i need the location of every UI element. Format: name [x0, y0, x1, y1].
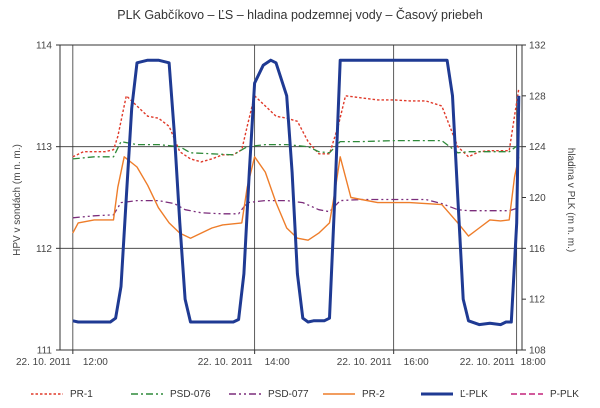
y-left-tick-label: 112	[36, 244, 52, 255]
legend-item: PSD-076	[130, 386, 211, 402]
series-line-pr-1	[72, 88, 520, 163]
line-chart: 111 112 113 114 108 112 116 120 124 128 132 22. 10.…	[12, 41, 576, 369]
y-axis-right-title: hladina v PLK (m n. m.)	[565, 148, 576, 252]
legend-label: PR-1	[70, 388, 93, 400]
series-line-pr-2	[72, 156, 520, 241]
series-layer	[72, 58, 521, 327]
legend-swatch	[229, 393, 261, 395]
y-right-tick-label: 108	[529, 346, 546, 357]
y-left-tick-label: 113	[36, 142, 52, 153]
y-right-tick-label: 132	[529, 41, 546, 52]
y-left-tick-label: 114	[36, 41, 52, 52]
y-right-tick-label: 120	[529, 193, 546, 204]
legend: PR-1 PSD-076 PSD-077 PR-2 Ľ-PLK P-PLK	[0, 386, 600, 406]
y-left-tick-label: 111	[37, 346, 53, 357]
y-right-tick-label: 112	[529, 295, 545, 306]
x-tick-time-label: 18:00	[521, 357, 546, 368]
x-tick-time-label: 16:00	[404, 357, 429, 368]
legend-swatch	[421, 392, 453, 396]
y-axis-left-title: HPV v sondách (m n. m.)	[12, 144, 23, 256]
x-tick-date-label: 22. 10. 2011	[198, 357, 253, 368]
x-tick-time-label: 12:00	[83, 357, 108, 368]
y-right-tick-label: 116	[529, 244, 545, 255]
series-line-psd-077	[72, 198, 519, 219]
legend-label: PSD-076	[170, 388, 211, 400]
series-line-psd-076	[72, 139, 520, 160]
legend-item: Ľ-PLK	[420, 386, 488, 402]
legend-swatch	[31, 393, 63, 395]
axis-layer: 111 112 113 114 108 112 116 120 124 128 132 22. 10.…	[16, 41, 546, 369]
legend-label: PSD-077	[268, 388, 309, 400]
x-tick-date-label: 22. 10. 2011	[460, 357, 515, 368]
series-line--plk	[72, 58, 521, 327]
legend-swatch	[131, 393, 163, 395]
legend-item: PSD-077	[228, 386, 309, 402]
legend-label: P-PLK	[550, 388, 579, 400]
legend-swatch	[511, 393, 543, 395]
chart-title: PLK Gabčíkovo – ĽS – hladina podzemnej v…	[117, 8, 483, 22]
y-right-tick-label: 128	[529, 91, 546, 102]
legend-item: P-PLK	[510, 386, 579, 402]
legend-label: Ľ-PLK	[460, 388, 488, 400]
x-tick-date-label: 22. 10. 2011	[16, 357, 71, 368]
x-tick-date-label: 22. 10. 2011	[337, 357, 392, 368]
legend-item: PR-2	[322, 386, 385, 402]
legend-label: PR-2	[362, 388, 385, 400]
y-right-tick-label: 124	[529, 142, 546, 153]
legend-item: PR-1	[30, 386, 93, 402]
legend-swatch	[323, 393, 355, 395]
x-tick-time-label: 14:00	[265, 357, 290, 368]
